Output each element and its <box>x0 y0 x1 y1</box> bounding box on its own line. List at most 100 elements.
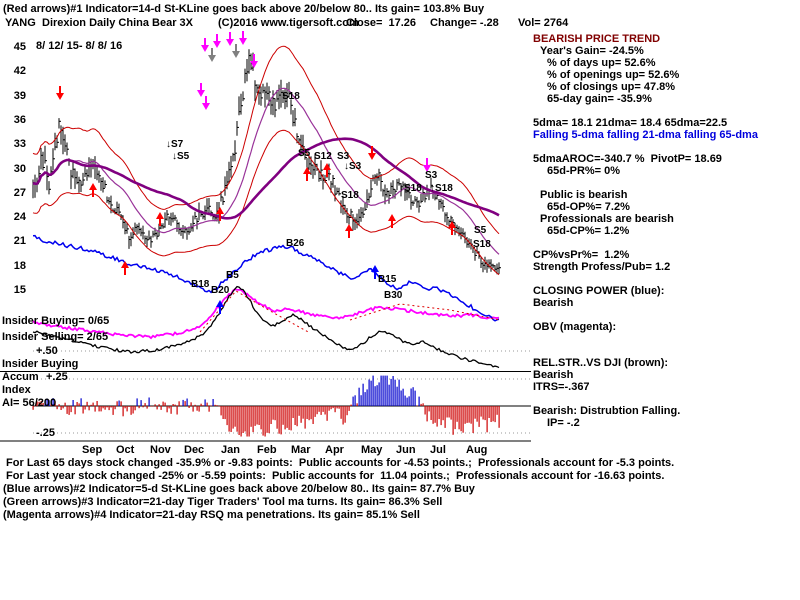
price-axis-label: 27 <box>13 186 26 199</box>
price-axis-label: 21 <box>13 235 26 248</box>
month-label: Mar <box>291 444 311 456</box>
signal-label: B5 <box>226 270 239 281</box>
right-panel-row: CLOSING POWER (blue): <box>533 285 665 297</box>
left-chart-label: Accum <box>2 371 39 383</box>
month-label: Oct <box>116 444 135 456</box>
signal-label: B18 <box>191 279 210 290</box>
right-panel-row <box>533 345 799 357</box>
right-panel-row <box>533 237 799 249</box>
right-panel-row: % of openings up= 52.6% <box>547 69 680 81</box>
signal-label: S18 <box>282 91 300 102</box>
footer-line: For Last 65 days stock changed -35.9% or… <box>3 457 675 469</box>
price-axis-label: 39 <box>13 89 26 102</box>
signal-label: S3 <box>337 151 350 162</box>
signal-label: S18 <box>473 239 491 250</box>
month-label: Aug <box>466 444 488 456</box>
footer-line: (Magenta arrows)#4 Indicator=21-day RSQ … <box>3 509 420 521</box>
right-panel-row: CP%vsPr%= 1.2% <box>533 249 630 261</box>
left-chart-label: AI= 56/200 <box>2 397 57 409</box>
signal-label: B26 <box>286 238 305 249</box>
month-label: May <box>361 444 383 456</box>
right-panel-row: 65d-OP%= 7.2% <box>547 201 630 213</box>
right-panel-row: 65d-CP%= 1.2% <box>547 225 630 237</box>
right-panel-row: 5dma= 18.1 21dma= 18.4 65dma=22.5 <box>533 117 728 129</box>
date-range-label: 8/ 12/ 15- 8/ 8/ 16 <box>36 40 123 52</box>
signal-label: B30 <box>384 290 403 301</box>
right-panel-row: 65d-PR%= 0% <box>547 165 621 177</box>
price-axis-label: 24 <box>13 211 26 224</box>
footer-line: (Green arrows)#3 Indicator=21-day Tiger … <box>3 496 443 508</box>
signal-label: B15 <box>378 274 397 285</box>
left-chart-label: Insider Selling= 2/65 <box>2 331 109 343</box>
ticker-symbol: YANG <box>5 17 36 29</box>
left-chart-label: Insider Buying <box>2 358 79 370</box>
right-panel-row <box>533 105 799 117</box>
copyright-url: (C)2016 www.tigersoft.com <box>218 17 359 29</box>
month-label: Jul <box>430 444 446 456</box>
signal-arrows <box>56 31 456 314</box>
security-name: Direxion Daily China Bear 3X <box>42 17 193 29</box>
right-panel-row: OBV (magenta): <box>533 321 617 333</box>
signal-label: S5 <box>474 225 487 236</box>
indicator1-legend: (Red arrows)#1 Indicator=14-d St-KLine g… <box>3 3 485 15</box>
signal-label: S18 <box>341 190 359 201</box>
right-panel-row: Year's Gain= -24.5% <box>540 45 644 57</box>
month-label: Jan <box>221 444 240 456</box>
signal-label: ↓S3 <box>344 161 362 172</box>
right-panel-row: Professionals are bearish <box>540 213 674 225</box>
close-value: Close= 17.26 <box>346 17 417 29</box>
left-chart-label: -.25 <box>36 427 55 439</box>
signal-label: ↑S18 <box>399 183 422 194</box>
right-panel-row <box>533 309 799 321</box>
left-chart-label: Index <box>2 384 31 396</box>
right-panel-row <box>533 141 799 153</box>
signal-label: S3 <box>425 170 438 181</box>
left-chart-label: +.50 <box>36 345 58 357</box>
right-panel-row: 65-day gain= -35.9% <box>547 93 652 105</box>
price-axis-label: 30 <box>13 162 26 175</box>
month-label: Feb <box>257 444 277 456</box>
oscillator-lines <box>32 234 501 369</box>
signal-label: ↓S5 <box>172 151 190 162</box>
month-label: Nov <box>150 444 171 456</box>
moving-averages <box>32 45 500 276</box>
price-axis-label: 33 <box>13 138 26 151</box>
footer-line: (Blue arrows)#2 Indicator=5-d St-KLine g… <box>3 483 475 495</box>
month-label: Apr <box>325 444 344 456</box>
right-panel-row <box>533 333 799 345</box>
signal-label: ↓S7 <box>166 139 184 150</box>
signal-label: S5 <box>298 148 311 159</box>
right-panel-row: ITRS=-.367 <box>533 381 590 393</box>
right-panel-row: Bearish: Distrubtion Falling. <box>533 405 681 417</box>
price-axis-label: 45 <box>13 41 26 53</box>
right-panel-row <box>533 177 799 189</box>
right-panel-row: Falling 5-dma falling 21-dma falling 65-… <box>533 129 758 141</box>
signal-label: B20 <box>211 285 230 296</box>
right-panel-row: 5dmaAROC=-340.7 % PivotP= 18.69 <box>533 153 722 165</box>
price-axis-label: 42 <box>13 65 26 78</box>
right-panel-row: % of days up= 52.6% <box>547 57 656 69</box>
right-panel-row: REL.STR..VS DJI (brown): <box>533 357 669 369</box>
month-label: Sep <box>82 444 103 456</box>
candlestick-series <box>32 49 501 275</box>
right-panel: BEARISH PRICE TREND Year's Gain= -24.5%% … <box>533 33 799 429</box>
change-value: Change= -.28 <box>430 17 499 29</box>
price-axis-label: 15 <box>13 284 26 296</box>
right-panel-row <box>533 393 799 405</box>
signal-label: ↑S18 <box>430 183 453 194</box>
right-panel-row: Strength Profess/Pub= 1.2 <box>533 261 671 273</box>
right-panel-row: Bearish <box>533 297 574 309</box>
right-panel-row: Bearish <box>533 369 574 381</box>
footer-summary: For Last 65 days stock changed -35.9% or… <box>3 457 799 522</box>
right-panel-row: Public is bearish <box>540 189 628 201</box>
month-label: Dec <box>184 444 205 456</box>
signal-label: S12 <box>314 151 332 162</box>
right-panel-row: IP= -.2 <box>547 417 580 429</box>
footer-line: For Last year stock changed -25% or -5.5… <box>3 470 665 482</box>
price-axis-label: 18 <box>13 259 26 272</box>
right-panel-row: % of closings up= 47.8% <box>547 81 676 93</box>
left-chart-label: Insider Buying= 0/65 <box>2 315 110 327</box>
accum-index-histogram <box>32 375 500 437</box>
